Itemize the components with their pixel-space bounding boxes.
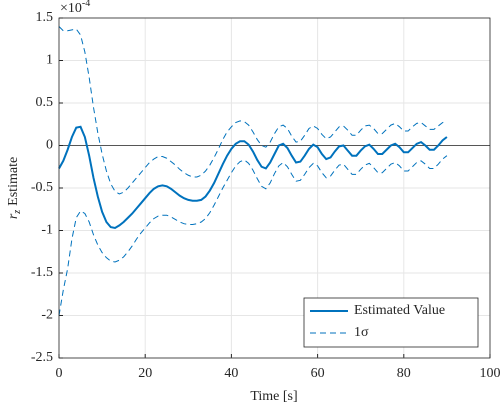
legend-label: Estimated Value (354, 303, 445, 318)
y-tick-label: 0.5 (36, 95, 54, 110)
exponent-base: ×10 (60, 1, 82, 16)
y-tick-label: -1.5 (31, 265, 53, 280)
y-tick-label: -1 (41, 223, 53, 238)
x-tick-label: 100 (480, 366, 501, 381)
series-line (58, 26, 447, 195)
x-tick-label: 80 (397, 366, 411, 381)
exponent-power: -4 (82, 0, 90, 9)
y-tick-label: 1.5 (36, 10, 54, 25)
series-lower-line (58, 155, 448, 316)
x-tick-label: 20 (138, 366, 152, 381)
axes-box (58, 17, 491, 359)
y-label-symbol: r (6, 213, 21, 219)
y-label-subscript: z (12, 210, 23, 215)
y-tick-label: -2 (41, 308, 53, 323)
y-tick-label: 0 (46, 138, 53, 153)
y-label-text: Estimate (6, 157, 21, 206)
legend-label: 1σ (354, 325, 369, 340)
x-tick-label: 0 (56, 366, 63, 381)
x-tick-label: 60 (311, 366, 325, 381)
x-axis-label: Time [s] (250, 389, 297, 404)
y-tick-label: -2.5 (31, 350, 53, 365)
y-tick-label: 1 (46, 53, 53, 68)
legend-box (303, 297, 479, 348)
y-tick-label: -0.5 (31, 180, 53, 195)
x-tick-label: 40 (224, 366, 238, 381)
exponent-label: ×10-4 (60, 0, 90, 16)
y-axis-label: rz Estimate (6, 157, 23, 219)
series-line (58, 125, 448, 230)
